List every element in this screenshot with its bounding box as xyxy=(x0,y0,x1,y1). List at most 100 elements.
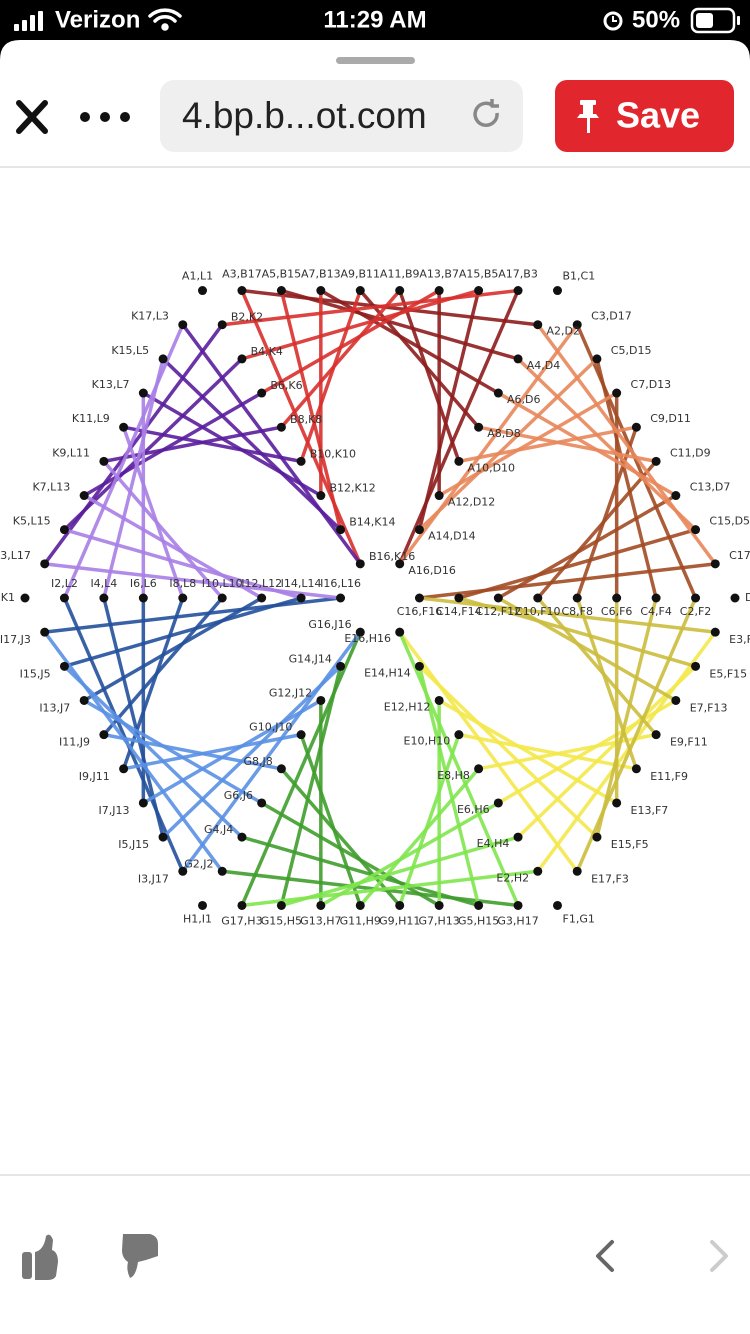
point-label: A7,B13 xyxy=(301,268,341,281)
string xyxy=(83,596,263,702)
point-label: B4,K4 xyxy=(251,345,283,358)
like-button[interactable] xyxy=(22,1234,58,1280)
nail xyxy=(572,320,582,330)
string xyxy=(575,597,698,872)
string xyxy=(241,288,538,327)
point-label: C8,F8 xyxy=(561,605,593,618)
string xyxy=(83,494,263,600)
nail xyxy=(276,764,286,774)
string xyxy=(63,665,244,839)
point-label: C5,D15 xyxy=(611,344,652,357)
point-label: C9,D11 xyxy=(650,412,691,425)
point-label: B14,K14 xyxy=(349,516,395,529)
nail xyxy=(336,525,346,535)
sheet-handle[interactable] xyxy=(336,57,415,64)
forward-button[interactable] xyxy=(710,1240,728,1272)
nail xyxy=(434,286,444,296)
string xyxy=(497,494,677,600)
nail xyxy=(691,661,701,671)
save-label: Save xyxy=(616,95,700,136)
string xyxy=(438,698,618,805)
string xyxy=(280,289,402,429)
string xyxy=(419,596,716,634)
point-label: A6,D6 xyxy=(507,393,541,406)
point-label: C4,F4 xyxy=(640,605,672,618)
string xyxy=(123,425,302,464)
string xyxy=(44,596,341,634)
nail xyxy=(454,730,464,740)
string xyxy=(516,357,697,531)
point-label: E9,F11 xyxy=(670,736,708,749)
nail xyxy=(237,832,247,842)
string xyxy=(260,801,441,907)
string xyxy=(181,631,362,873)
point-label: I12,L12 xyxy=(241,577,282,590)
time: 11:29 AM xyxy=(323,6,426,33)
string xyxy=(62,324,185,599)
nail xyxy=(59,661,69,671)
nail xyxy=(395,627,405,637)
point-label: G17,H3 xyxy=(221,914,262,927)
point-label: G13,H7 xyxy=(300,914,341,927)
nail xyxy=(612,798,622,808)
nail xyxy=(99,730,109,740)
point-label: C13,D7 xyxy=(690,481,731,494)
point-label: E14,H14 xyxy=(364,666,411,679)
point-label: K7,L13 xyxy=(32,481,70,494)
nail xyxy=(513,832,523,842)
save-button[interactable] xyxy=(555,80,734,152)
string xyxy=(83,698,263,805)
string xyxy=(575,324,698,599)
string xyxy=(417,290,481,531)
string xyxy=(458,527,697,600)
nail xyxy=(454,456,464,466)
point-label: A17,B3 xyxy=(498,268,538,281)
nail xyxy=(691,525,701,535)
more-button[interactable] xyxy=(80,112,130,122)
nail xyxy=(395,900,405,910)
point-label: C3,D17 xyxy=(591,310,632,323)
point-label: G6,J6 xyxy=(224,789,253,802)
nail xyxy=(493,593,503,603)
point-label: E16,H16 xyxy=(344,632,391,645)
close-button[interactable] xyxy=(16,100,48,134)
nail xyxy=(671,491,681,501)
nail xyxy=(710,627,720,637)
dislike-button[interactable] xyxy=(122,1234,158,1278)
point-label: B8,K8 xyxy=(290,413,322,426)
string xyxy=(536,631,717,873)
string xyxy=(398,734,461,907)
point-label: E5,F15 xyxy=(709,667,747,680)
point-label: A10,D10 xyxy=(468,461,516,474)
nail xyxy=(138,593,148,603)
nail xyxy=(355,900,365,910)
nail xyxy=(237,286,247,296)
reload-button[interactable] xyxy=(473,99,499,128)
nail xyxy=(612,593,622,603)
string xyxy=(102,460,224,600)
nail xyxy=(99,593,109,603)
string xyxy=(63,527,302,600)
nail xyxy=(316,900,326,910)
point-label: G16,J16 xyxy=(308,618,351,631)
nail xyxy=(395,286,405,296)
string xyxy=(83,391,263,498)
nail xyxy=(651,730,661,740)
point-label: I13,J7 xyxy=(39,701,70,714)
point-label: K15,L5 xyxy=(111,344,149,357)
string xyxy=(123,732,302,771)
point-label: G9,H11 xyxy=(379,914,420,927)
string xyxy=(418,357,599,531)
point-label: G10,J10 xyxy=(249,721,292,734)
url-bar[interactable] xyxy=(160,80,523,152)
point-label: C16,F16 xyxy=(397,605,443,618)
back-button[interactable] xyxy=(596,1240,614,1272)
point-label: I9,J11 xyxy=(79,770,110,783)
nail xyxy=(651,456,661,466)
nail xyxy=(553,286,562,296)
nail xyxy=(493,798,503,808)
nail xyxy=(434,695,444,705)
point-label: B10,K10 xyxy=(310,447,356,460)
wifi-icon xyxy=(148,8,182,31)
